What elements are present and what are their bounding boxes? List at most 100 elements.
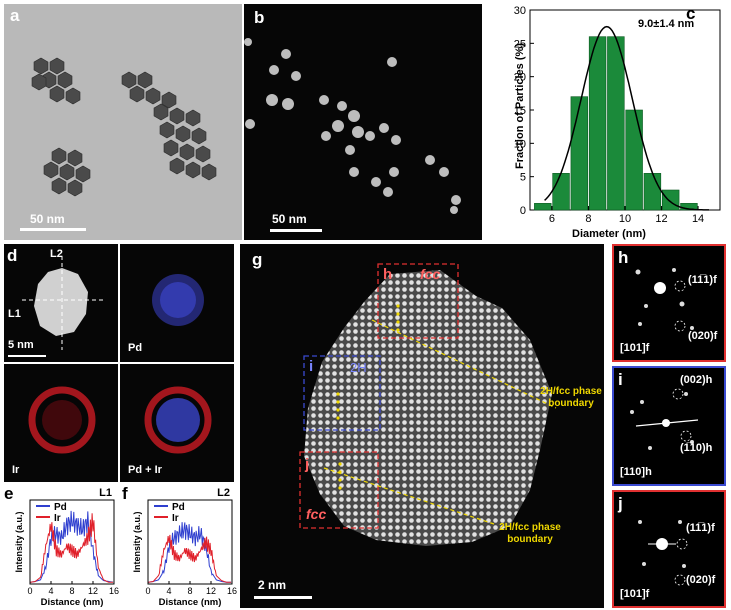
panel-c-xtick-label-4: 14 (692, 213, 704, 225)
panel-g-fcc-bottom: fcc (306, 506, 327, 522)
panel-b-haadf-image: b 50 nm (244, 4, 482, 240)
panel-f-legend-label-1: Ir (172, 513, 179, 524)
panel-i-label: i (618, 370, 623, 389)
panel-c-ytick-label-2: 10 (514, 138, 526, 150)
panel-f-series-ir (147, 534, 232, 583)
panel-c-xtick-label-1: 8 (585, 213, 591, 225)
panel-c-bar-6 (643, 173, 662, 211)
panel-d-scale-bar (8, 355, 46, 357)
panel-c-bar-7 (661, 189, 680, 211)
panel-c-ytick-label-1: 5 (520, 172, 526, 184)
panel-f-ylabel: Intensity (a.u.) (132, 511, 142, 572)
panel-f-label: f (122, 484, 128, 503)
panel-c-annotation: 9.0±1.4 nm (638, 18, 695, 30)
panel-a-label: a (10, 6, 20, 25)
panel-e-xlabel: Distance (nm) (41, 597, 104, 608)
panel-i-spot1: (002)h (680, 374, 713, 386)
panel-b-particles (244, 38, 461, 214)
panel-f-line-profile: f Pd Ir 0 4 8 12 16 Distance (nm) Intensity (a.u… (118, 484, 238, 608)
panel-f-legend-label-0: Pd (172, 502, 185, 513)
panel-j-label: j (618, 494, 623, 513)
panel-g-label: g (252, 250, 263, 269)
panel-f-line-tag: L2 (217, 487, 230, 499)
panel-f-xtick-label-0: 0 (145, 586, 150, 596)
panel-d-pd-dots (152, 274, 204, 326)
panel-c-ytick-label-0: 0 (520, 205, 526, 217)
panel-f-xlabel: Distance (nm) (159, 597, 222, 608)
panel-c-bar-3 (588, 36, 607, 211)
panel-c-xlabel: Diameter (nm) (572, 228, 646, 240)
panel-g-fcc-top: fcc (420, 266, 441, 282)
panel-e-legend-label-0: Pd (54, 502, 67, 513)
panel-h-spot2: (020)f (688, 330, 718, 342)
panel-c-xtick-label-0: 6 (549, 213, 555, 225)
panel-d-pdir-dots (144, 386, 212, 454)
panel-g-boundary-bottom: 2H/fcc phase boundary (499, 522, 561, 545)
panel-e-xtick-label-1: 4 (48, 586, 53, 596)
panel-c-bar-4 (607, 36, 625, 211)
panel-c-label: c (686, 4, 696, 23)
panel-e-line-profile: e Pd Ir 0 4 8 12 16 Distance (nm) Intensity (a.u… (0, 484, 120, 608)
panel-e-legend-label-1: Ir (54, 513, 61, 524)
panel-a-scale-text: 50 nm (30, 212, 65, 226)
panel-c-bar-2 (570, 96, 589, 211)
panel-j-spot2: (020)f (686, 574, 716, 586)
panel-c-ytick-label-5: 25 (514, 38, 526, 50)
panel-c-histogram: c Fraction of Particles (%) Diameter (nm… (484, 0, 729, 244)
panel-g-box-j-label: j (305, 456, 310, 473)
panel-d-ir-dots (28, 386, 96, 454)
panel-d-scale-text: 5 nm (8, 339, 34, 351)
panel-j-zone: [101]f (620, 588, 650, 600)
panel-f-plot-frame (147, 499, 233, 585)
panel-j-fft: j (11̅1)f (020)f [101]f (612, 490, 726, 608)
panel-e-xtick-label-4: 16 (109, 586, 119, 596)
panel-e-label: e (4, 484, 14, 503)
panel-d-ir-text: Ir (12, 464, 20, 476)
panel-d-pd-map: Pd (120, 244, 234, 362)
panel-e-xtick-label-3: 12 (88, 586, 98, 596)
panel-c-gaussian-fit (544, 25, 709, 211)
panel-c-xtick-label-3: 12 (655, 213, 667, 225)
panel-j-spots (638, 520, 688, 586)
panel-a-scale-bar (20, 228, 86, 231)
panel-h-zone: [101]f (620, 342, 650, 354)
panel-a-tem-image: a 50 nm (4, 4, 242, 240)
panel-e-ylabel: Intensity (a.u.) (14, 511, 24, 572)
panel-c-ytick-label-3: 15 (514, 105, 526, 117)
panel-d-haadf: d L2 L1 5 nm (4, 244, 118, 362)
panel-e-xtick-label-0: 0 (27, 586, 32, 596)
panel-g-box-h-label: h (383, 266, 393, 283)
panel-i-fft: i (002)h (1̅10)h [110]h (612, 366, 726, 486)
panel-f-xtick-label-4: 16 (227, 586, 237, 596)
panel-h-spots (635, 268, 694, 332)
panel-f-xtick-label-2: 8 (187, 586, 192, 596)
panel-h-fft: h (11̅1)f (020)f [101]f (612, 244, 726, 362)
panel-c-bar-0 (534, 203, 552, 211)
panel-f-xtick-label-1: 4 (166, 586, 171, 596)
panel-d-ir-map: Ir (4, 364, 118, 482)
panel-c-xtick-label-2: 10 (619, 213, 631, 225)
panel-c-ytick-label-4: 20 (514, 72, 526, 84)
panel-c-chart-svg: 6 8 10 12 14 0 5 10 15 20 25 30 (514, 5, 721, 225)
panel-g-lattice (299, 263, 557, 546)
panel-e-xtick-label-2: 8 (69, 586, 74, 596)
panel-g-boundary-top: 2H/fcc phase boundary (540, 386, 602, 409)
panel-e-line-tag: L1 (99, 487, 112, 499)
panel-d-pd-text: Pd (128, 342, 143, 354)
panel-g-scale-bar (254, 596, 312, 599)
panel-d-pdir-map: Pd + Ir (120, 364, 234, 482)
panel-a-particles (31, 57, 217, 197)
panel-i-zone: [110]h (620, 466, 652, 478)
panel-f-series-pd (147, 522, 232, 583)
panel-b-scale-bar (270, 229, 322, 232)
panel-j-spot1: (11̅1)f (686, 522, 715, 534)
panel-c-ytick-label-6: 30 (514, 5, 526, 17)
panel-h-spot1: (11̅1)f (688, 274, 717, 286)
panel-h-label: h (618, 248, 629, 267)
panel-g-scale-text: 2 nm (258, 578, 287, 592)
panel-b-scale-text: 50 nm (272, 212, 307, 226)
panel-b-label: b (254, 8, 265, 27)
panel-d-pdir-text: Pd + Ir (128, 464, 162, 476)
